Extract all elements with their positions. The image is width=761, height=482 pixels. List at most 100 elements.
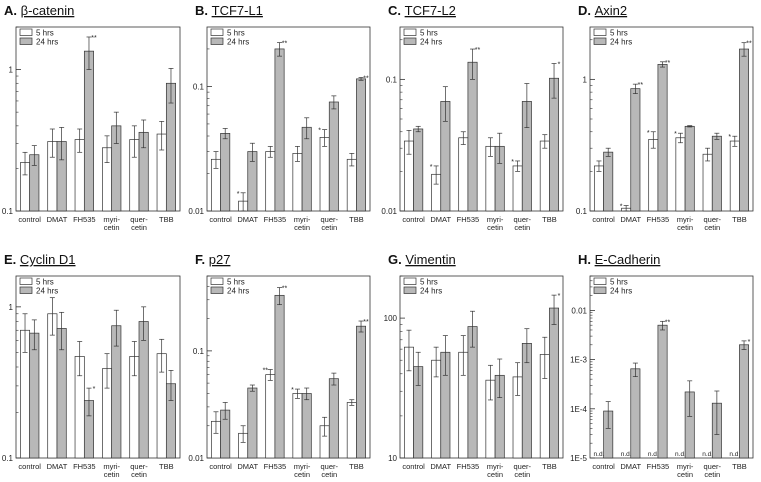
- x-tick-label: myri-: [487, 215, 504, 224]
- x-tick-label: DMAT: [47, 462, 68, 471]
- y-tick-label: 0.1: [386, 75, 398, 84]
- bar: [648, 139, 659, 212]
- bar: [739, 344, 750, 459]
- bar: [711, 135, 722, 212]
- panel-letter: D.: [578, 3, 595, 18]
- x-tick-label: quer-: [320, 462, 338, 471]
- x-tick-label: DMAT: [620, 215, 641, 224]
- x-tick-label: FH535: [457, 462, 480, 471]
- x-tick-label: quer-: [513, 215, 531, 224]
- plot-frame: [206, 275, 371, 459]
- panel-name: Axin2: [595, 3, 628, 18]
- panel-letter: C.: [388, 3, 405, 18]
- significance-mark: **: [282, 286, 288, 293]
- panel-name: Vimentin: [405, 252, 455, 267]
- bar: [346, 402, 357, 459]
- x-tick-label: DMAT: [47, 215, 68, 224]
- x-tick-label: myri-: [677, 215, 694, 224]
- bar: [729, 140, 740, 212]
- x-tick-label: myri-: [103, 215, 120, 224]
- significance-mark: *: [318, 128, 321, 135]
- significance-mark: *: [674, 131, 677, 138]
- x-tick-label: control: [592, 462, 615, 471]
- bar: [630, 368, 641, 459]
- panel-title: D. Axin2: [578, 3, 627, 18]
- legend-label-1: 5 hrs: [420, 278, 438, 287]
- legend-swatch-2: [210, 37, 224, 45]
- significance-mark: *: [620, 204, 623, 211]
- plot-frame: [15, 275, 181, 459]
- panel-title: G. Vimentin: [388, 252, 456, 267]
- legend-swatch-2: [210, 286, 224, 294]
- bar: [356, 78, 367, 212]
- x-tick-label: cetin: [294, 223, 310, 232]
- significance-mark: *: [237, 191, 240, 198]
- bar: [739, 48, 750, 212]
- bar: [265, 151, 276, 212]
- bar: [29, 332, 40, 459]
- significance-mark: **: [665, 60, 671, 67]
- legend-label-2: 24 hrs: [227, 38, 249, 47]
- plot-frame: [206, 26, 371, 212]
- x-tick-label: TBB: [542, 215, 557, 224]
- x-tick-label: TBB: [349, 215, 364, 224]
- bar: [274, 294, 285, 459]
- x-tick-label: TBB: [159, 215, 174, 224]
- significance-mark: *: [511, 159, 514, 166]
- x-tick-label: TBB: [732, 215, 747, 224]
- y-tick-label: 100: [384, 314, 398, 323]
- legend-swatch-1: [403, 277, 417, 285]
- legend-label-1: 5 hrs: [227, 278, 245, 287]
- significance-mark: *: [647, 130, 650, 137]
- legend-label-1: 5 hrs: [227, 29, 245, 38]
- x-tick-label: FH535: [264, 462, 287, 471]
- legend-swatch-2: [403, 286, 417, 294]
- x-tick-label: DMAT: [237, 462, 258, 471]
- bar: [603, 151, 614, 212]
- panel-letter: E.: [4, 252, 20, 267]
- legend-swatch-2: [19, 286, 33, 294]
- x-tick-label: TBB: [732, 462, 747, 471]
- legend-label-2: 24 hrs: [420, 38, 442, 47]
- x-tick-label: TBB: [542, 462, 557, 471]
- bar: [319, 137, 330, 212]
- legend-swatch-1: [19, 277, 33, 285]
- x-tick-label: cetin: [321, 470, 337, 479]
- bar: [274, 48, 285, 212]
- y-tick-label: 1E-5: [570, 454, 587, 463]
- x-tick-label: cetin: [677, 223, 693, 232]
- x-tick-label: FH535: [73, 462, 96, 471]
- x-tick-label: control: [592, 215, 615, 224]
- x-tick-label: cetin: [131, 223, 147, 232]
- x-tick-label: quer-: [130, 215, 148, 224]
- bar: [292, 393, 303, 459]
- bar: [539, 140, 550, 212]
- bar: [657, 64, 668, 212]
- bar: [512, 165, 523, 212]
- nd-label: n.d.: [702, 451, 713, 458]
- bar: [675, 137, 686, 212]
- nd-label: n.d.: [594, 451, 605, 458]
- panel-title: B. TCF7-L1: [195, 3, 263, 18]
- bar: [265, 374, 276, 459]
- y-tick-label: 1E-4: [570, 405, 587, 414]
- x-tick-label: myri-: [294, 215, 311, 224]
- legend-swatch-1: [210, 28, 224, 36]
- significance-mark: **: [263, 368, 269, 375]
- significance-mark: *: [93, 386, 96, 393]
- y-tick-label: 0.01: [571, 306, 587, 315]
- x-tick-label: FH535: [647, 462, 670, 471]
- significance-mark: *: [728, 134, 731, 141]
- bar: [467, 61, 478, 212]
- panel-letter: H.: [578, 252, 595, 267]
- legend-swatch-1: [593, 277, 607, 285]
- bar: [657, 324, 668, 459]
- x-tick-label: cetin: [514, 470, 530, 479]
- bar: [630, 88, 641, 212]
- bar: [247, 387, 258, 459]
- x-tick-label: quer-: [130, 462, 148, 471]
- x-tick-label: quer-: [703, 462, 721, 471]
- significance-mark: *: [558, 62, 561, 69]
